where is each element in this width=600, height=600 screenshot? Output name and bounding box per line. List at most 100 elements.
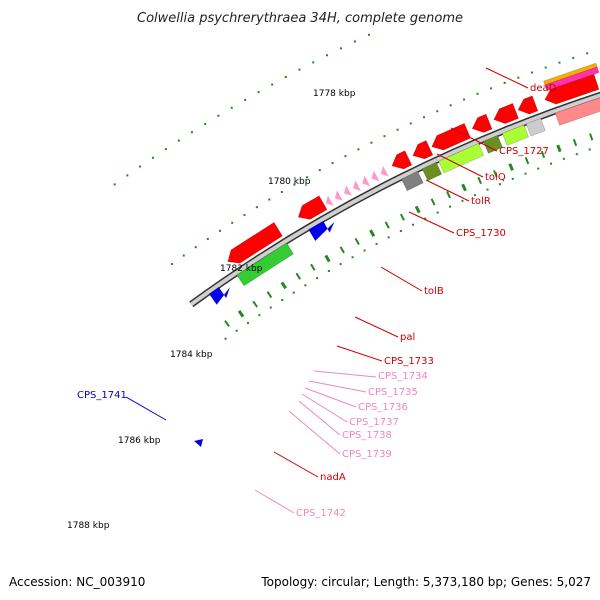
scale-tick [384, 221, 390, 229]
strip-deaD-orange [543, 62, 598, 86]
guide-dot [449, 104, 452, 107]
guide-dot [517, 76, 520, 79]
scale-tick [430, 198, 436, 206]
scale-tick [339, 246, 345, 254]
guide-dot [126, 174, 129, 177]
rna-feature [353, 180, 362, 191]
scale-tick [477, 176, 482, 185]
leader-line [485, 67, 529, 89]
guide-dot [351, 256, 354, 259]
guide-dot [499, 183, 502, 186]
leader-line [408, 211, 455, 234]
guide-dot [244, 98, 247, 101]
guide-dot [304, 284, 307, 287]
guide-dot [292, 291, 295, 294]
leader-line [313, 370, 377, 378]
rna-feature [334, 190, 343, 201]
scale-tick [295, 272, 301, 280]
guide-dot [235, 329, 238, 332]
scale-tick [324, 254, 331, 263]
leader-line [308, 380, 367, 393]
gene-label-pal[interactable]: pal [400, 332, 415, 343]
guide-dot [550, 162, 553, 165]
leader-line [273, 451, 319, 478]
accession-text: Accession: NC_003910 [9, 575, 145, 589]
map-title: Colwellia psychrerythraea 34H, complete … [137, 11, 463, 26]
guide-dot [490, 87, 493, 90]
guide-dot [327, 270, 330, 273]
cog-tolB [421, 161, 443, 182]
guide-dot [588, 148, 591, 151]
guide-dot [243, 213, 246, 216]
gene-label-CPS_1738[interactable]: CPS_1738 [342, 430, 392, 441]
cog-deaD [554, 97, 600, 126]
rna-feature [362, 175, 371, 187]
rna-feature [325, 195, 334, 206]
guide-dot [224, 337, 227, 340]
guide-dot [503, 81, 506, 84]
rna-feature [380, 165, 389, 177]
gene-label-nadA[interactable]: nadA [320, 472, 346, 483]
scale-tick [266, 291, 273, 299]
gene-label-CPS_1733[interactable]: CPS_1733 [384, 356, 434, 367]
rna-feature [344, 185, 352, 196]
guide-dot [344, 155, 347, 158]
scale-tick [224, 320, 230, 327]
guide-dot [326, 54, 329, 57]
guide-dot [423, 116, 426, 119]
guide-dot [218, 229, 221, 232]
gene-label-CPS_1734[interactable]: CPS_1734 [378, 371, 428, 382]
guide-dot [357, 148, 360, 151]
guide-dot [461, 199, 464, 202]
leader-line [254, 489, 295, 514]
cds-reverse-a [308, 220, 335, 242]
cds-nadA [297, 195, 328, 220]
guide-dot [544, 66, 547, 69]
gene-label-CPS_1735[interactable]: CPS_1735 [368, 387, 418, 398]
guide-dot [257, 91, 260, 94]
gene-label-tolQ[interactable]: tolQ [485, 172, 506, 183]
scale-tick [414, 205, 421, 214]
gene-label-CPS_1730[interactable]: CPS_1730 [456, 228, 506, 239]
gene-label-tolB[interactable]: tolB [424, 286, 444, 297]
scale-tick [280, 281, 287, 290]
gene-label-tolR[interactable]: tolR [471, 196, 491, 207]
guide-dot [258, 314, 261, 317]
guide-dot [486, 188, 489, 191]
guide-dot [293, 183, 296, 186]
cog-CPS_1742 [236, 242, 294, 287]
guide-dot [383, 135, 386, 138]
gene-label-CPS_1741[interactable]: CPS_1741 [77, 390, 127, 401]
gene-labels: deaD CPS_1727 tolQ tolR CPS_1730 tolB pa… [77, 67, 557, 519]
guide-dot [409, 122, 412, 125]
gene-label-CPS_1739[interactable]: CPS_1739 [342, 449, 392, 460]
guide-dot [164, 148, 167, 151]
scale-tick [493, 170, 498, 178]
leader-line [425, 179, 470, 202]
gene-label-CPS_1737[interactable]: CPS_1737 [349, 417, 399, 428]
leader-line [298, 400, 341, 436]
tick-label-1782: 1782 kbp [220, 264, 263, 274]
scale-tick [556, 144, 562, 153]
scale-tick [252, 300, 258, 308]
guide-dot [562, 157, 565, 160]
guide-dot [449, 205, 452, 208]
gene-label-CPS_1736[interactable]: CPS_1736 [358, 402, 408, 413]
guide-dot [177, 139, 180, 142]
scale-tick [540, 150, 546, 159]
guide-dot [281, 299, 284, 302]
gene-label-CPS_1727[interactable]: CPS_1727 [499, 146, 549, 157]
gene-label-CPS_1742[interactable]: CPS_1742 [296, 508, 346, 519]
guide-dot [572, 56, 575, 59]
gene-label-deaD[interactable]: deaD [530, 83, 557, 94]
topology-text: Topology: circular; Length: 5,373,180 bp… [260, 575, 591, 589]
scale-tick [524, 157, 530, 165]
leader-line [336, 345, 383, 362]
scale-tick [369, 229, 376, 237]
guide-dot [271, 83, 274, 86]
scale-tick [399, 213, 405, 221]
guide-dot [230, 106, 233, 109]
tick-label-1786: 1786 kbp [118, 436, 161, 446]
guide-dot [586, 52, 589, 55]
